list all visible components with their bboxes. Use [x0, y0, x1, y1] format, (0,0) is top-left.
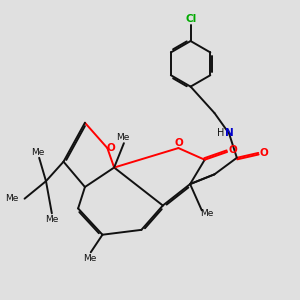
Text: H: H — [217, 128, 225, 138]
Text: O: O — [174, 138, 183, 148]
Text: Me: Me — [31, 148, 44, 157]
Text: Me: Me — [45, 215, 58, 224]
Text: Cl: Cl — [186, 14, 197, 24]
Text: Me: Me — [116, 134, 129, 142]
Text: O: O — [229, 146, 237, 155]
Text: Me: Me — [5, 194, 18, 203]
Text: O: O — [107, 143, 116, 153]
Text: Me: Me — [200, 209, 214, 218]
Text: N: N — [225, 128, 234, 138]
Text: O: O — [260, 148, 268, 158]
Text: Me: Me — [82, 254, 96, 262]
